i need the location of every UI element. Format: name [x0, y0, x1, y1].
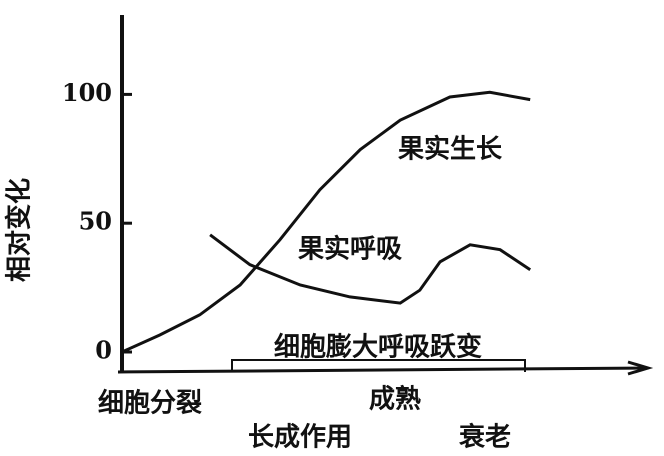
y-tick-label: 0 [95, 336, 112, 365]
series-line [121, 90, 531, 354]
series-line [209, 233, 532, 305]
annotation: 细胞膨大呼吸跃变 [274, 332, 482, 363]
x-axis [117, 366, 646, 374]
series-label: 果实生长 [398, 134, 503, 165]
annotation: 成熟 [369, 384, 421, 415]
stage-bracket [231, 359, 526, 372]
annotation: 长成作用 [248, 423, 352, 453]
series-label: 果实呼吸 [298, 234, 402, 265]
y-tick-label: 50 [79, 207, 112, 236]
y-tick-label: 100 [62, 78, 112, 107]
annotation: 衰老 [458, 422, 511, 453]
x-axis-arrow [627, 360, 654, 376]
y-axis-label: 相对变化 [4, 178, 35, 282]
annotation: 细胞分裂 [98, 388, 202, 419]
